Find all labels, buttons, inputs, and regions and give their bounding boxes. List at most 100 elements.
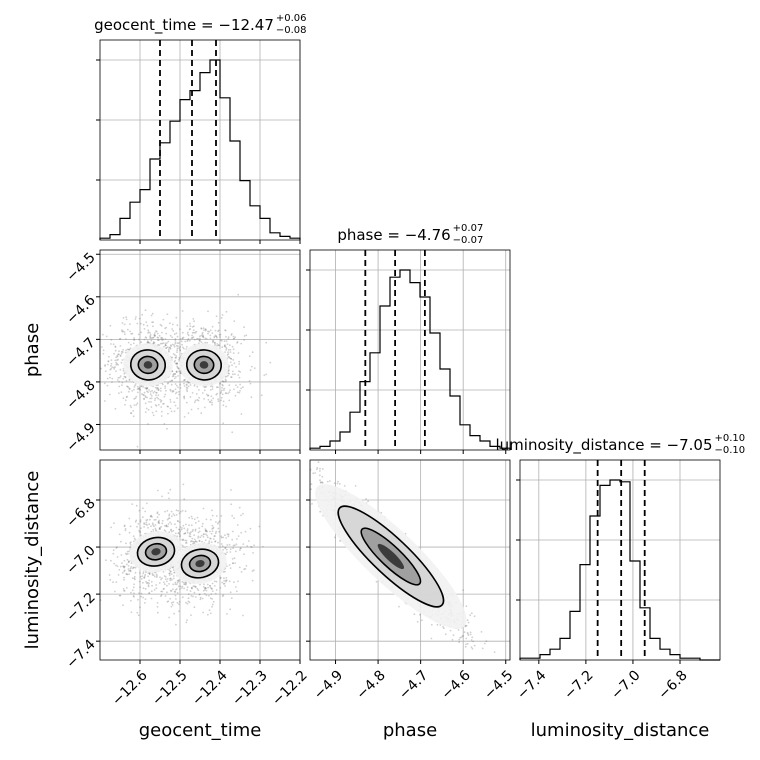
scatter-point	[172, 529, 175, 532]
density-contour-luminosity_distance_vs_phase-0-3	[377, 543, 405, 570]
scatter-point	[127, 565, 130, 567]
scatter-point	[215, 515, 218, 517]
scatter-point	[235, 543, 238, 546]
scatter-point	[464, 625, 467, 628]
scatter-point	[146, 581, 149, 584]
scatter-point	[190, 531, 192, 534]
density-layer	[123, 343, 467, 629]
scatter-point	[177, 579, 180, 582]
scatter-point	[421, 619, 423, 622]
scatter-point	[183, 385, 186, 387]
scatter-point	[173, 361, 176, 363]
panel-frame-2-1	[309, 459, 511, 661]
scatter-point	[172, 577, 175, 580]
scatter-point	[161, 383, 164, 386]
scatter-point	[236, 341, 239, 343]
scatter-point	[162, 403, 164, 405]
scatter-point	[197, 537, 200, 539]
scatter-point	[175, 623, 177, 626]
scatter-point	[133, 404, 136, 406]
scatter-point	[153, 333, 156, 336]
tick-label-y: −4.8	[63, 377, 98, 412]
scatter-point	[226, 354, 229, 356]
scatter-point	[196, 385, 199, 388]
scatter-point	[171, 328, 174, 330]
scatter-point	[186, 589, 189, 591]
scatter-point	[139, 322, 142, 325]
scatter-point	[151, 574, 154, 576]
scatter-point	[122, 317, 125, 319]
scatter-point	[210, 532, 213, 535]
scatter-point	[156, 332, 159, 335]
scatter-point	[265, 373, 267, 376]
scatter-point	[215, 393, 218, 396]
scatter-point	[170, 530, 173, 533]
scatter-point	[470, 612, 473, 615]
scatter-point	[207, 395, 209, 397]
scatter-point	[133, 595, 135, 598]
scatter-point	[155, 584, 158, 586]
scatter-point	[163, 529, 166, 531]
scatter-point	[261, 545, 264, 548]
scatter-point	[104, 370, 107, 373]
panel-title-main: geocent_time = −12.47	[94, 16, 274, 35]
scatter-point	[159, 398, 162, 401]
scatter-point	[102, 333, 104, 336]
scatter-point	[164, 578, 167, 581]
scatter-point	[109, 376, 111, 379]
scatter-point	[144, 395, 147, 397]
scatter-point	[147, 341, 150, 344]
scatter-point	[238, 376, 241, 379]
scatter-point	[181, 545, 184, 547]
scatter-point	[113, 522, 115, 525]
scatter-point	[174, 392, 177, 395]
scatter-point	[198, 593, 201, 596]
scatter-point	[119, 337, 122, 340]
scatter-point	[235, 384, 237, 387]
scatter-point	[152, 341, 155, 343]
scatter-point	[204, 406, 206, 409]
scatter-point	[160, 410, 163, 413]
scatter-point	[253, 367, 256, 369]
scatter-point	[217, 344, 220, 347]
scatter-point	[146, 387, 149, 389]
scatter-point	[126, 385, 128, 388]
scatter-point	[189, 535, 192, 538]
scatter-point	[232, 352, 235, 354]
scatter-point	[183, 379, 186, 381]
scatter-point	[122, 565, 125, 568]
tick-label-x: −12.6	[109, 667, 151, 709]
scatter-point	[224, 329, 227, 332]
scatter-point	[179, 530, 182, 533]
scatter-point	[174, 594, 177, 597]
scatter-point	[230, 489, 232, 491]
scatter-point	[471, 636, 474, 639]
scatter-point	[150, 339, 153, 342]
scatter-point	[202, 336, 205, 338]
scatter-point	[233, 362, 236, 365]
scatter-point	[473, 644, 476, 647]
scatter-point	[470, 646, 473, 648]
scatter-point	[119, 338, 121, 340]
scatter-point	[218, 530, 221, 533]
scatter-point	[179, 338, 182, 340]
scatter-point	[149, 390, 152, 393]
scatter-point	[172, 390, 175, 393]
scatter-point	[161, 519, 164, 522]
scatter-point	[136, 385, 139, 388]
scatter-point	[179, 346, 182, 348]
scatter-point	[236, 391, 239, 394]
scatter-point	[127, 552, 129, 555]
scatter-point	[126, 385, 129, 388]
scatter-point	[222, 400, 225, 403]
scatter-point	[119, 355, 122, 357]
scatter-point	[210, 537, 212, 540]
scatter-point	[174, 359, 177, 362]
scatter-point	[147, 408, 150, 411]
scatter-point	[227, 337, 230, 340]
scatter-point	[217, 527, 220, 530]
scatter-point	[147, 331, 150, 333]
scatter-point	[466, 631, 469, 634]
scatter-point	[113, 352, 115, 355]
scatter-point	[197, 337, 200, 340]
